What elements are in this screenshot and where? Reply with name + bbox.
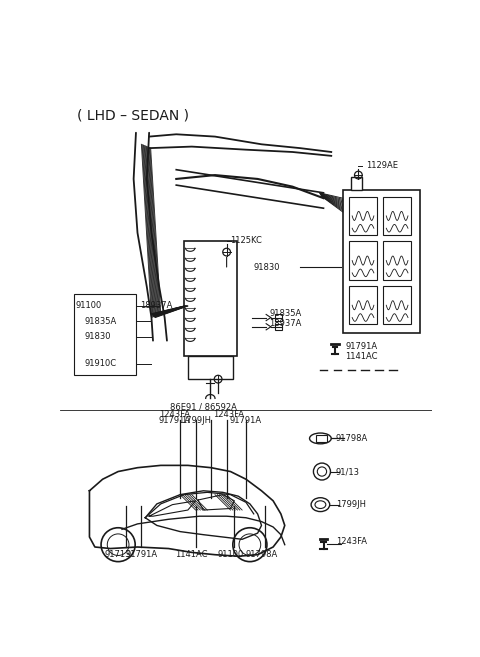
Text: 1243FA: 1243FA bbox=[336, 537, 367, 546]
Text: 18937A: 18937A bbox=[140, 302, 172, 311]
Text: 1141AC: 1141AC bbox=[345, 351, 378, 361]
Bar bbox=[276, 324, 282, 330]
Bar bbox=[316, 434, 326, 442]
Text: 91830: 91830 bbox=[85, 332, 111, 341]
Text: 1243FA: 1243FA bbox=[159, 410, 190, 419]
Bar bbox=[349, 286, 377, 325]
Bar bbox=[184, 240, 237, 356]
Text: 1129AE: 1129AE bbox=[366, 162, 398, 170]
Bar bbox=[383, 286, 411, 325]
Bar bbox=[349, 196, 377, 235]
Text: 91791A: 91791A bbox=[125, 550, 157, 559]
Text: 91/13: 91/13 bbox=[336, 467, 360, 476]
Bar bbox=[383, 241, 411, 280]
Bar bbox=[188, 356, 233, 379]
Text: 91100: 91100 bbox=[217, 550, 244, 559]
Text: 91791A: 91791A bbox=[345, 342, 377, 351]
Text: 91100: 91100 bbox=[75, 302, 102, 311]
Text: 91791A: 91791A bbox=[158, 417, 191, 425]
Bar bbox=[276, 315, 282, 321]
Text: 1125KC: 1125KC bbox=[230, 236, 263, 245]
Text: ( LHD – SEDAN ): ( LHD – SEDAN ) bbox=[77, 108, 189, 122]
Bar bbox=[383, 196, 411, 235]
Text: 91798A: 91798A bbox=[245, 550, 277, 559]
Text: 1243FA: 1243FA bbox=[214, 410, 244, 419]
Text: 1799JH: 1799JH bbox=[336, 500, 366, 509]
Text: 91798A: 91798A bbox=[336, 434, 368, 443]
Text: 18937A: 18937A bbox=[269, 319, 301, 328]
Text: 91835A: 91835A bbox=[269, 309, 301, 318]
Text: 1799JH: 1799JH bbox=[180, 417, 211, 425]
Text: 91791A: 91791A bbox=[230, 417, 262, 425]
Text: 91830: 91830 bbox=[254, 263, 280, 272]
Text: 91835A: 91835A bbox=[85, 317, 117, 326]
Bar bbox=[343, 191, 420, 333]
Bar bbox=[350, 177, 362, 191]
Text: 86E91 / 86592A: 86E91 / 86592A bbox=[170, 402, 237, 411]
Text: 1141AC: 1141AC bbox=[176, 550, 208, 559]
Text: 91910C: 91910C bbox=[85, 359, 117, 368]
Text: 91713: 91713 bbox=[105, 550, 132, 559]
Bar bbox=[74, 294, 136, 375]
Bar bbox=[349, 241, 377, 280]
